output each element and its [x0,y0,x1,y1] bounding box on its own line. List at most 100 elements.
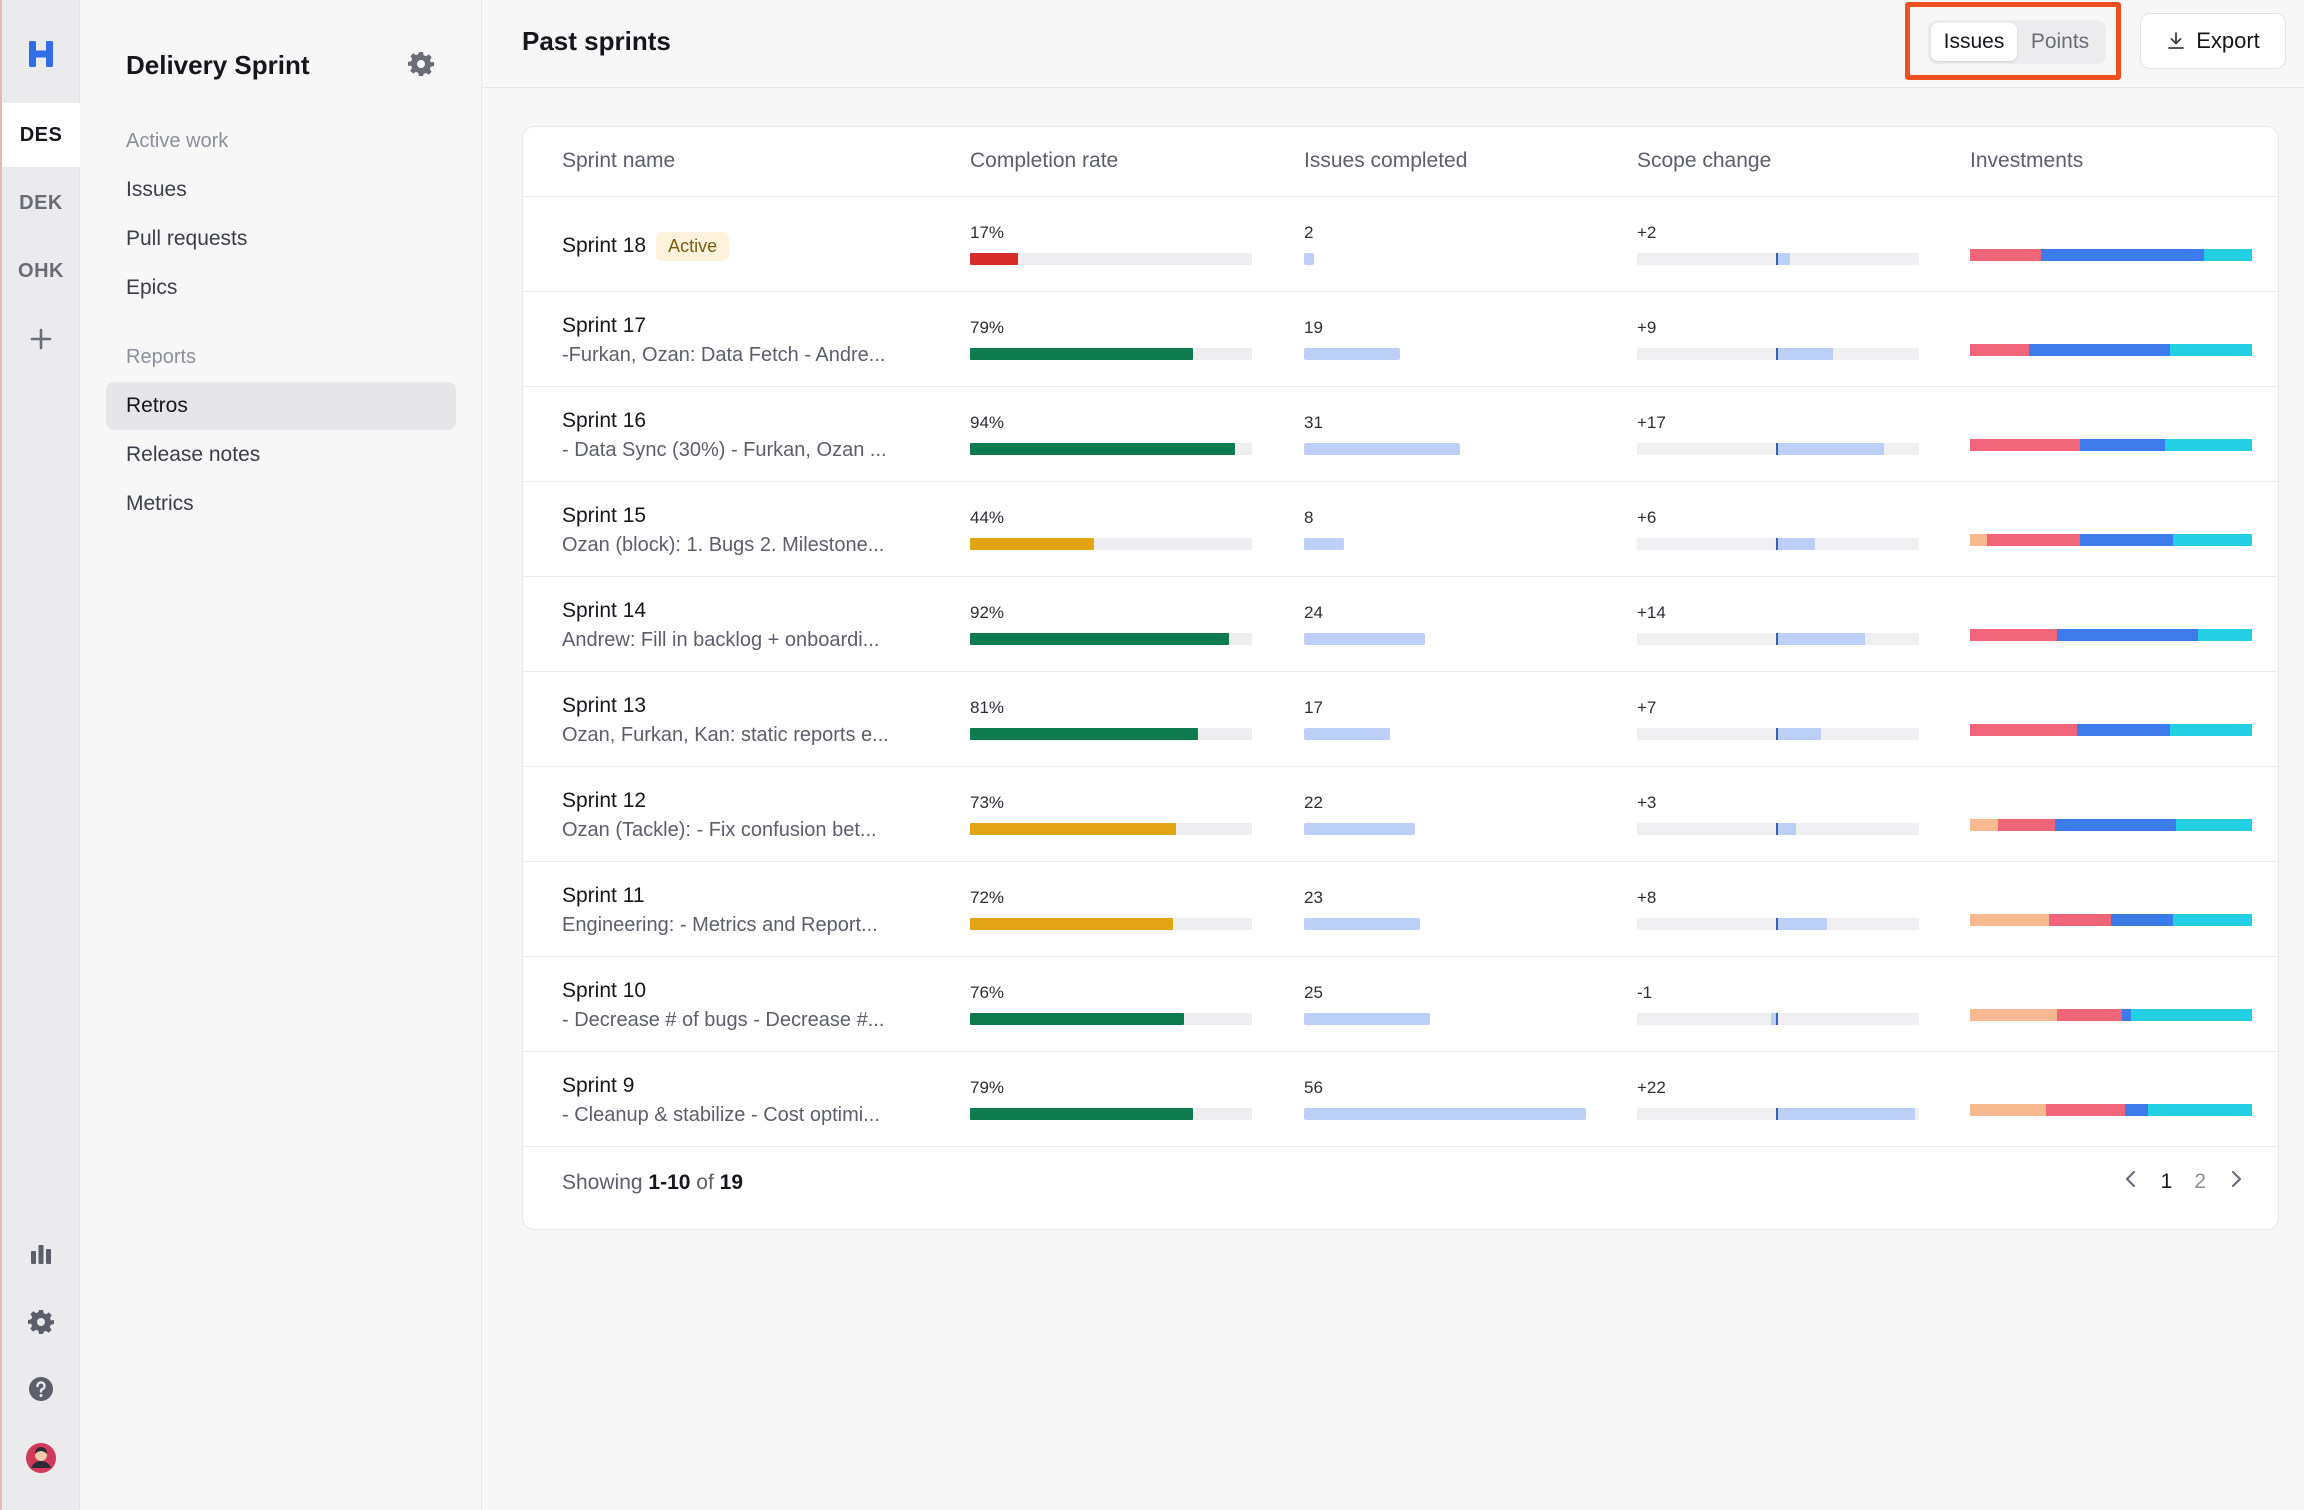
sprints-table: Sprint name Completion rate Issues compl… [522,126,2279,1230]
scope-change-bar [1770,1013,1777,1025]
sidebar-item-metrics[interactable]: Metrics [126,492,194,515]
completion-rate-track [970,348,1252,360]
issues-completed-label: 23 [1304,888,1323,907]
sidebar-item-pull-requests[interactable]: Pull requests [126,227,248,250]
sprint-name[interactable]: Sprint 9 [562,1074,634,1098]
sidebar-item-issues[interactable]: Issues [126,178,187,201]
investment-segment [2173,534,2252,546]
investment-segment [1970,1104,2047,1116]
table-row[interactable]: Sprint 14 Andrew: Fill in backlog + onboa… [523,577,2278,672]
sprint-name[interactable]: Sprint 16 [562,409,646,433]
export-button[interactable]: Export [2140,13,2286,69]
sprint-name-cell: Sprint 15 Ozan (block): 1. Bugs 2. Milest… [562,482,942,577]
help-button[interactable] [2,1364,80,1414]
table-header: Sprint name Completion rate Issues compl… [523,127,2278,197]
sprint-name[interactable]: Sprint 17 [562,314,646,338]
prev-page-button[interactable] [2123,1169,2139,1195]
team-settings-button[interactable] [405,48,437,80]
insights-button[interactable] [2,1229,80,1279]
page-1[interactable]: 1 [2160,1170,2173,1193]
table-row[interactable]: Sprint 12 Ozan (Tackle): - Fix confusion … [523,767,2278,862]
scope-change-bar [1777,253,1790,265]
next-page-button[interactable] [2228,1169,2244,1195]
sprint-title: Sprint 10 [562,979,647,1002]
page-title: Past sprints [522,26,671,56]
add-workspace-button[interactable] [2,314,80,364]
table-row[interactable]: Sprint 17 -Furkan, Ozan: Data Fetch - And… [523,292,2278,387]
issues-completed-label: 8 [1304,508,1314,527]
table-row[interactable]: Sprint 9 - Cleanup & stabilize - Cost opt… [523,1052,2278,1147]
issues-completed-label: 22 [1304,793,1323,812]
issues-completed-track [1304,623,1586,645]
scope-change-baseline [1776,918,1778,930]
scope-change-track [1637,633,1919,645]
scope-change-cell: +6 [1637,508,1919,550]
sprint-name[interactable]: Sprint 10 [562,979,646,1003]
scope-change-bar [1777,728,1821,740]
scope-change-track [1637,1108,1919,1120]
workspace-dek[interactable]: DEK [19,191,63,214]
investment-segment [1970,534,1987,546]
sprint-description: Andrew: Fill in backlog + onboardi... [562,629,880,651]
sprint-name[interactable]: Sprint 14 [562,599,646,623]
issues-completed-track [1304,908,1586,930]
table-row[interactable]: Sprint 13 Ozan, Furkan, Kan: static repor… [523,672,2278,767]
issues-completed-bar [1304,1013,1430,1025]
scope-change-baseline [1776,1013,1778,1025]
completion-rate-bar [970,1108,1193,1120]
user-avatar[interactable] [2,1433,80,1483]
scope-change-track [1637,823,1919,835]
sprint-name[interactable]: Sprint 12 [562,789,646,813]
completion-rate-track [970,633,1252,645]
issues-completed-track [1304,813,1586,835]
completion-rate-bar [970,918,1174,930]
completion-rate-cell: 79% [970,318,1252,360]
scope-change-track [1637,728,1919,740]
investment-segment [2077,724,2171,736]
workspace-ohk[interactable]: OHK [18,259,64,282]
investment-segment [2170,344,2252,356]
plus-icon [30,328,52,350]
sprint-name[interactable]: Sprint 15 [562,504,646,528]
sidebar-item-epics[interactable]: Epics [126,276,178,299]
app-logo[interactable] [2,34,80,74]
issues-completed-cell: 23 [1304,888,1586,930]
sprint-name-cell: Sprint 18 Active [562,197,942,292]
issues-points-toggle[interactable]: Issues Points [1928,20,2106,64]
sprint-name-cell: Sprint 14 Andrew: Fill in backlog + onboa… [562,577,942,672]
toggle-points[interactable]: Points [2030,30,2090,53]
scope-change-bar [1777,538,1815,550]
toggle-issues[interactable]: Issues [1931,23,2017,61]
issues-completed-bar [1304,443,1461,455]
scope-change-bar [1777,918,1828,930]
sprint-description: - Data Sync (30%) - Furkan, Ozan ... [562,439,887,461]
table-row[interactable]: Sprint 10 - Decrease # of bugs - Decrease… [523,957,2278,1052]
investment-segment [1986,534,2080,546]
page-2[interactable]: 2 [2194,1170,2206,1193]
gear-icon [28,1310,54,1334]
showing-range: 1-10 [648,1171,691,1194]
investment-segment [2198,629,2252,641]
sprint-name[interactable]: Sprint 13 [562,694,646,718]
workspace-rail: DES DEK OHK [0,0,80,1510]
completion-rate-track [970,443,1252,455]
completion-rate-bar [970,633,1230,645]
settings-button[interactable] [2,1297,80,1347]
workspace-des[interactable]: DES [2,103,80,167]
sprint-name[interactable]: Sprint 18 Active [562,232,730,261]
issues-completed-label: 25 [1304,983,1323,1002]
sidebar-item-retros[interactable]: Retros [106,382,456,430]
col-sprint-name: Sprint name [562,149,676,172]
investment-segment [1970,914,2049,926]
sidebar-item-release-notes[interactable]: Release notes [126,443,261,466]
scope-change-label: +8 [1637,888,1657,907]
table-row[interactable]: Sprint 11 Engineering: - Metrics and Repo… [523,862,2278,957]
completion-rate-label: 17% [970,223,1005,242]
table-row[interactable]: Sprint 15 Ozan (block): 1. Bugs 2. Milest… [523,482,2278,577]
sprint-name[interactable]: Sprint 11 [562,884,645,908]
table-row[interactable]: Sprint 16 - Data Sync (30%) - Furkan, Oza… [523,387,2278,482]
sprint-description: Engineering: - Metrics and Report... [562,914,878,936]
scope-change-label: +9 [1637,318,1657,337]
investment-segment [1970,724,2078,736]
table-row[interactable]: Sprint 18 Active 17% 2 +2 [523,197,2278,292]
